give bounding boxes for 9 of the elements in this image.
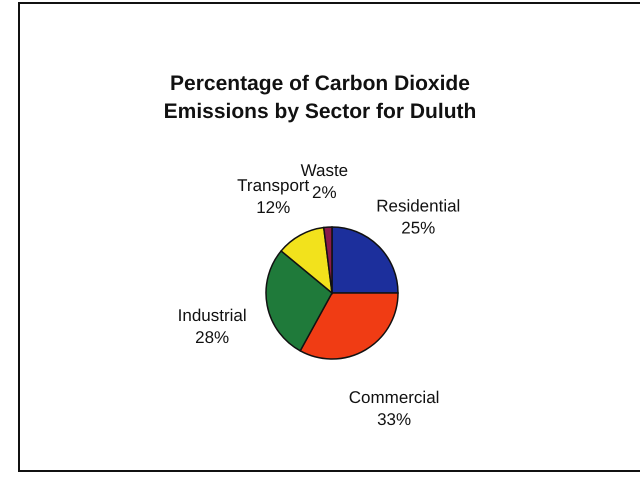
data-label: 12% <box>256 198 290 218</box>
data-label: 33% <box>377 410 412 430</box>
data-label: 25% <box>401 218 436 238</box>
chart-title: Percentage of Carbon Dioxide Emissions by Sector for Duluth <box>164 72 476 123</box>
slice-label: Industrial <box>178 306 247 325</box>
slice-label: Commercial <box>348 388 440 408</box>
data-label: 28% <box>195 328 230 347</box>
data-label: 2% <box>312 183 337 202</box>
slice-label: Residential <box>376 196 460 216</box>
